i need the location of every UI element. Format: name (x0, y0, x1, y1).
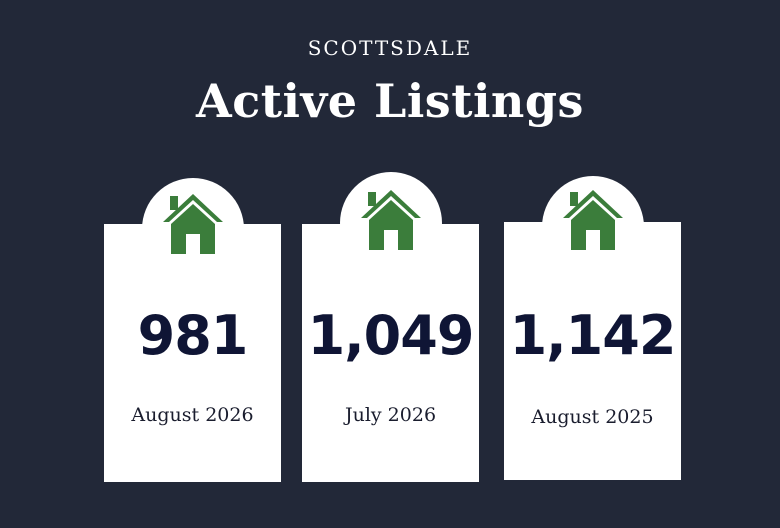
house-icon (563, 190, 623, 250)
card-1 (104, 224, 281, 482)
card-2-value: 1,049 (307, 304, 475, 367)
card-3-value: 1,142 (509, 304, 677, 367)
subtitle: SCOTTSDALE (307, 36, 473, 60)
card-3 (504, 222, 681, 480)
card-2-period: July 2026 (344, 404, 437, 426)
card-1-period: August 2026 (131, 404, 254, 426)
page-title: Active Listings (196, 74, 584, 128)
house-icon (361, 190, 421, 250)
card-3-period: August 2025 (531, 406, 654, 428)
house-icon (163, 194, 223, 254)
card-1-value: 981 (137, 304, 249, 367)
card-2 (302, 224, 479, 482)
